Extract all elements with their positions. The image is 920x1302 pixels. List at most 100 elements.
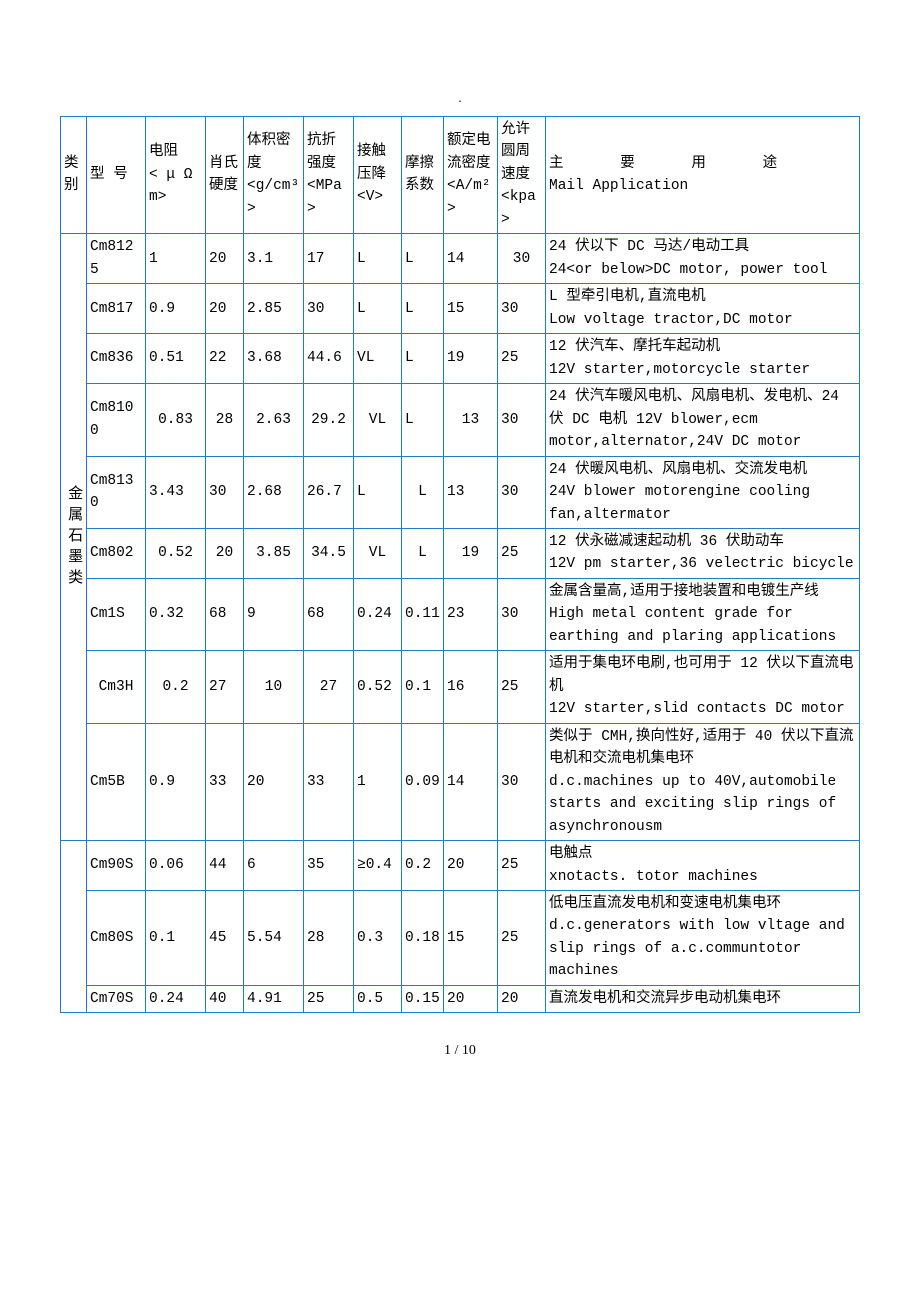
resistivity-cell: 0.32: [146, 578, 206, 650]
application-cell: 金属含量高,适用于接地装置和电镀生产线High metal content gr…: [546, 578, 860, 650]
strength-cell: 17: [304, 234, 354, 284]
col-current: 额定电流密度<A/m²>: [444, 117, 498, 234]
friction-cell: 0.09: [402, 723, 444, 840]
vdrop-cell: L: [354, 284, 402, 334]
table-row: Cm8360.51223.6844.6VLL192512 伏汽车、摩托车起动机1…: [61, 334, 860, 384]
speed-cell: 20: [498, 985, 546, 1012]
table-row: Cm70S0.24404.91250.50.152020直流发电机和交流异步电动…: [61, 985, 860, 1012]
density-cell: 4.91: [244, 985, 304, 1012]
table-row: Cm8170.9202.8530LL1530L 型牵引电机,直流电机Low vo…: [61, 284, 860, 334]
model-cell: Cm5B: [87, 723, 146, 840]
hardness-cell: 20: [206, 234, 244, 284]
strength-cell: 35: [304, 841, 354, 891]
vdrop-cell: L: [354, 456, 402, 528]
hardness-cell: 68: [206, 578, 244, 650]
model-cell: Cm8130: [87, 456, 146, 528]
hardness-cell: 40: [206, 985, 244, 1012]
resistivity-cell: 3.43: [146, 456, 206, 528]
hardness-cell: 28: [206, 384, 244, 456]
table-row: Cm81303.43302.6826.7LL133024 伏暖风电机、风扇电机、…: [61, 456, 860, 528]
col-density: 体积密度<g/cm³>: [244, 117, 304, 234]
speed-cell: 25: [498, 651, 546, 723]
current-cell: 23: [444, 578, 498, 650]
friction-cell: 0.11: [402, 578, 444, 650]
hardness-cell: 22: [206, 334, 244, 384]
application-cell: 24 伏以下 DC 马达/电动工具24<or below>DC motor, p…: [546, 234, 860, 284]
model-cell: Cm8125: [87, 234, 146, 284]
resistivity-cell: 0.51: [146, 334, 206, 384]
speed-cell: 25: [498, 528, 546, 578]
col-application: 主 要 用 途Mail Application: [546, 117, 860, 234]
hardness-cell: 44: [206, 841, 244, 891]
model-cell: Cm817: [87, 284, 146, 334]
col-model: 型 号: [87, 117, 146, 234]
vdrop-cell: ≥0.4: [354, 841, 402, 891]
model-cell: Cm90S: [87, 841, 146, 891]
friction-cell: L: [402, 384, 444, 456]
category-cell: [61, 841, 87, 1013]
application-cell: 12 伏永磁减速起动机 36 伏助动车12V pm starter,36 vel…: [546, 528, 860, 578]
speed-cell: 30: [498, 456, 546, 528]
vdrop-cell: VL: [354, 384, 402, 456]
col-category: 类别: [61, 117, 87, 234]
vdrop-cell: 0.3: [354, 891, 402, 986]
col-resistivity: 电阻< μ Ω m>: [146, 117, 206, 234]
strength-cell: 68: [304, 578, 354, 650]
density-cell: 5.54: [244, 891, 304, 986]
strength-cell: 30: [304, 284, 354, 334]
speed-cell: 30: [498, 723, 546, 840]
strength-cell: 44.6: [304, 334, 354, 384]
resistivity-cell: 0.06: [146, 841, 206, 891]
table-header-row: 类别 型 号 电阻< μ Ω m> 肖氏硬度 体积密度<g/cm³> 抗折强度<…: [61, 117, 860, 234]
density-cell: 9: [244, 578, 304, 650]
col-friction: 摩擦系数: [402, 117, 444, 234]
vdrop-cell: VL: [354, 334, 402, 384]
vdrop-cell: L: [354, 234, 402, 284]
application-cell: 电触点xnotacts. totor machines: [546, 841, 860, 891]
model-cell: Cm1S: [87, 578, 146, 650]
friction-cell: 0.15: [402, 985, 444, 1012]
current-cell: 15: [444, 891, 498, 986]
current-cell: 13: [444, 456, 498, 528]
strength-cell: 27: [304, 651, 354, 723]
speed-cell: 25: [498, 841, 546, 891]
application-cell: 12 伏汽车、摩托车起动机12V starter,motorcycle star…: [546, 334, 860, 384]
strength-cell: 25: [304, 985, 354, 1012]
speed-cell: 30: [498, 284, 546, 334]
current-cell: 16: [444, 651, 498, 723]
current-cell: 14: [444, 234, 498, 284]
resistivity-cell: 0.2: [146, 651, 206, 723]
friction-cell: 0.2: [402, 841, 444, 891]
friction-cell: 0.1: [402, 651, 444, 723]
model-cell: Cm3H: [87, 651, 146, 723]
friction-cell: L: [402, 234, 444, 284]
hardness-cell: 20: [206, 284, 244, 334]
hardness-cell: 45: [206, 891, 244, 986]
current-cell: 20: [444, 841, 498, 891]
application-cell: L 型牵引电机,直流电机Low voltage tractor,DC motor: [546, 284, 860, 334]
table-row: Cm3H0.22710270.520.11625适用于集电环电刷,也可用于 12…: [61, 651, 860, 723]
table-row: Cm8020.52203.8534.5VLL192512 伏永磁减速起动机 36…: [61, 528, 860, 578]
friction-cell: L: [402, 528, 444, 578]
resistivity-cell: 0.9: [146, 723, 206, 840]
application-cell: 类似于 CMH,换向性好,适用于 40 伏以下直流电机和交流电机集电环d.c.m…: [546, 723, 860, 840]
table-row: Cm81000.83282.6329.2VLL133024 伏汽车暖风电机、风扇…: [61, 384, 860, 456]
hardness-cell: 20: [206, 528, 244, 578]
current-cell: 14: [444, 723, 498, 840]
friction-cell: L: [402, 284, 444, 334]
friction-cell: 0.18: [402, 891, 444, 986]
spec-table: 类别 型 号 电阻< μ Ω m> 肖氏硬度 体积密度<g/cm³> 抗折强度<…: [60, 116, 860, 1013]
friction-cell: L: [402, 456, 444, 528]
speed-cell: 30: [498, 234, 546, 284]
density-cell: 2.63: [244, 384, 304, 456]
application-cell: 24 伏暖风电机、风扇电机、交流发电机24V blower motorengin…: [546, 456, 860, 528]
col-hardness: 肖氏硬度: [206, 117, 244, 234]
table-row: Cm80S0.1455.54280.30.181525低电压直流发电机和变速电机…: [61, 891, 860, 986]
current-cell: 20: [444, 985, 498, 1012]
table-row: Cm90S0.0644635≥0.40.22025电触点xnotacts. to…: [61, 841, 860, 891]
col-strength: 抗折强度<MPa>: [304, 117, 354, 234]
model-cell: Cm80S: [87, 891, 146, 986]
hardness-cell: 33: [206, 723, 244, 840]
density-cell: 2.68: [244, 456, 304, 528]
speed-cell: 30: [498, 578, 546, 650]
